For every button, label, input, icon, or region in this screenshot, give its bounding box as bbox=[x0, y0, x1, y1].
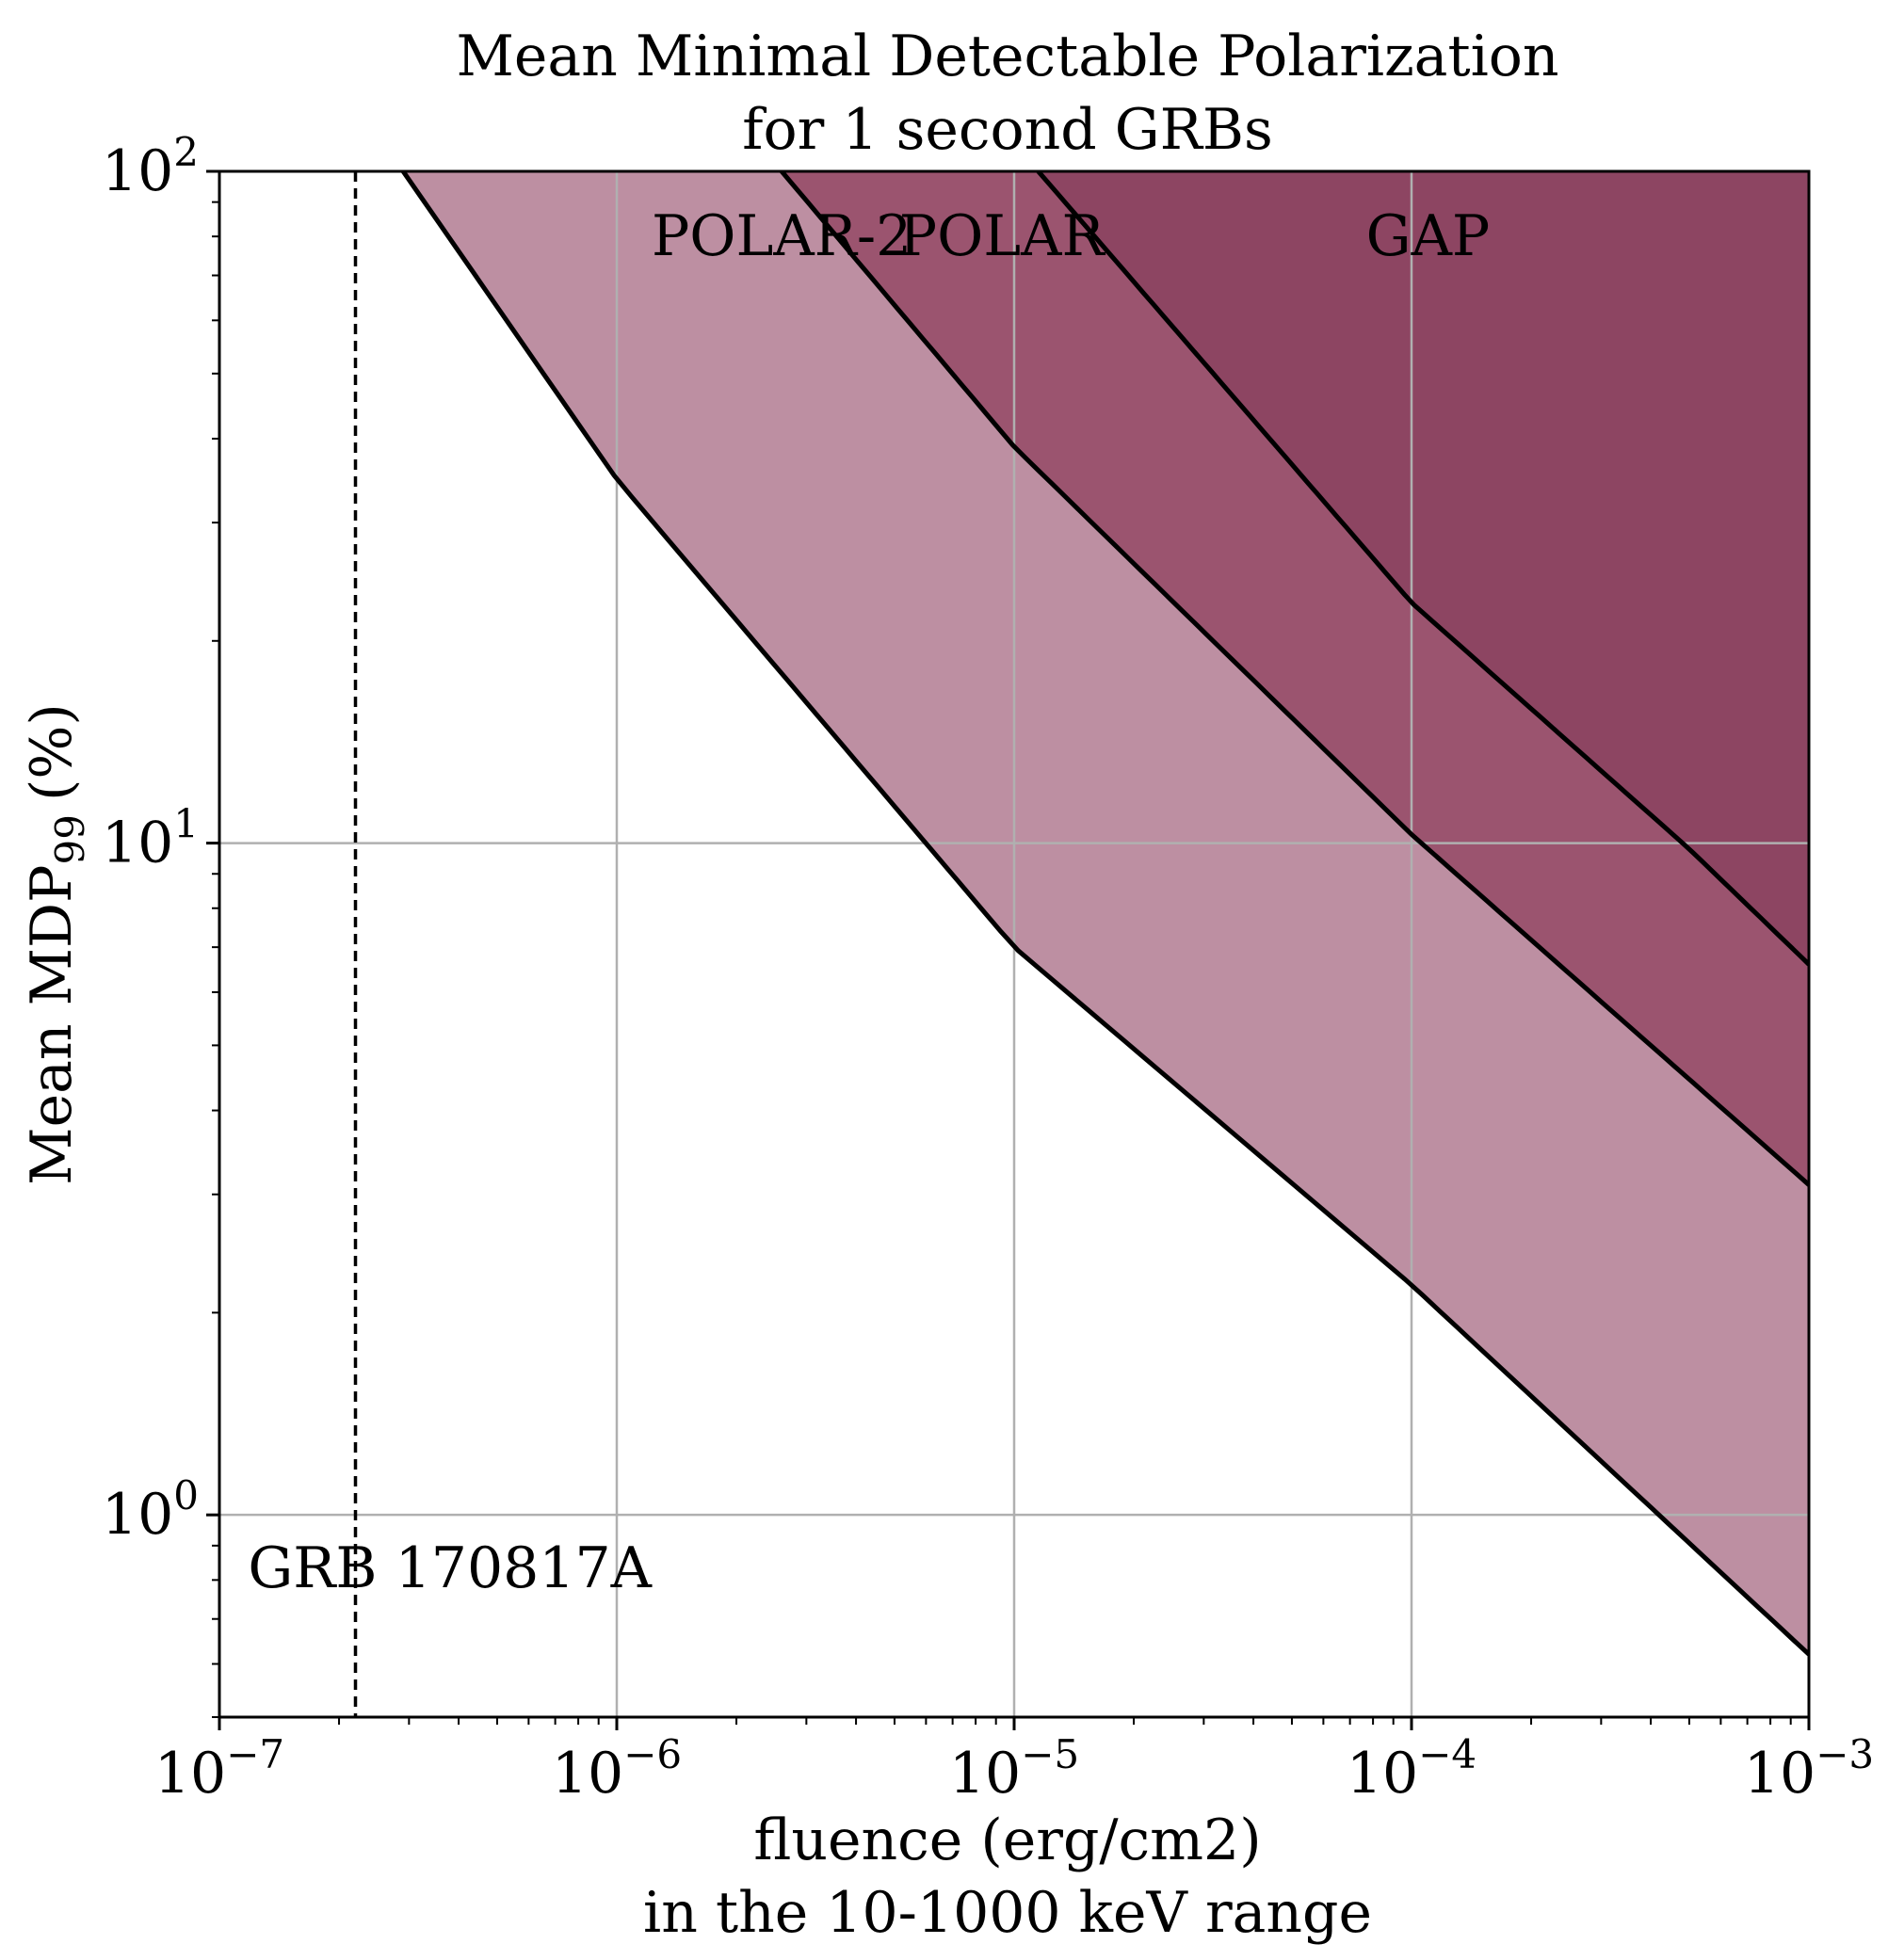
curve-polar bbox=[780, 171, 1809, 1187]
chart-title-line1: Mean Minimal Detectable Polarization bbox=[456, 24, 1558, 89]
y-tick-label: 101 bbox=[102, 801, 199, 876]
grb-annotation: GRB 170817A bbox=[248, 171, 653, 1717]
grb-170817a-label: GRB 170817A bbox=[248, 1535, 652, 1601]
mdp-curves bbox=[401, 171, 1809, 1657]
x-tick-label: 10−4 bbox=[1347, 1731, 1477, 1807]
band-label-gap: GAP bbox=[1366, 203, 1491, 269]
x-tick-label: 10−6 bbox=[552, 1731, 682, 1807]
x-tick-label: 10−7 bbox=[154, 1731, 284, 1807]
y-tick-label: 102 bbox=[102, 129, 199, 204]
x-axis-label-line1: fluence (erg/cm2) bbox=[753, 1807, 1261, 1873]
band-gap bbox=[1038, 171, 1809, 965]
y-axis-label: Mean MDP99 (%) bbox=[19, 703, 93, 1185]
curve-polar-2 bbox=[401, 171, 1809, 1657]
polarimeter-bands bbox=[403, 171, 1809, 1655]
axis-ticks: 10−7 10−6 10−5 10−4 10−3 100 101 102 bbox=[102, 129, 1874, 1807]
chart-title-line2: for 1 second GRBs bbox=[742, 97, 1272, 163]
curve-gap bbox=[1036, 171, 1809, 967]
x-tick-label: 10−3 bbox=[1744, 1731, 1874, 1807]
band-label-polar: POLAR bbox=[899, 203, 1106, 269]
y-axis-label-unit: (%) bbox=[19, 703, 85, 801]
band-label-polar-2: POLAR-2 bbox=[652, 203, 912, 269]
plot-frame bbox=[218, 169, 1811, 1719]
x-axis-label-line2: in the 10-1000 keV range bbox=[643, 1880, 1372, 1946]
y-axis-label-main: Mean MDP bbox=[19, 864, 85, 1184]
x-tick-label: 10−5 bbox=[949, 1731, 1079, 1807]
y-axis-label-sub: 99 bbox=[47, 814, 93, 864]
y-tick-label: 100 bbox=[102, 1472, 199, 1548]
